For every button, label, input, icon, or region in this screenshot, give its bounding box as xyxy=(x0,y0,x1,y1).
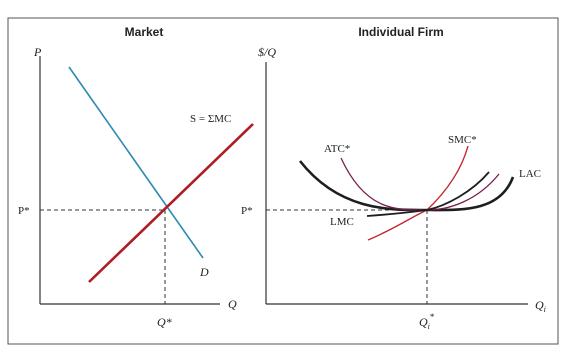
lmc-label: LMC xyxy=(330,216,354,228)
atc-label: ATC* xyxy=(324,143,350,155)
firm-title: Individual Firm xyxy=(358,25,443,39)
demand-curve xyxy=(68,66,204,259)
market-x-axis-label: Q xyxy=(228,297,237,311)
demand-label: D xyxy=(199,265,209,279)
market-title: Market xyxy=(125,25,164,39)
atc-curve xyxy=(340,157,500,211)
firm-price-label: P* xyxy=(241,205,253,217)
firm-x-axis-letter: Q xyxy=(535,298,544,312)
firm-x-axis-subscript: i xyxy=(544,305,546,314)
firm-panel: Individual Firm $/Q Qi P* ATC* SMC* LAC … xyxy=(241,25,546,331)
lmc-curve xyxy=(366,171,490,217)
firm-quantity-letter: Q xyxy=(419,315,428,329)
firm-y-axis-label: $/Q xyxy=(258,45,276,59)
supply-curve xyxy=(88,123,254,283)
market-price-label: P* xyxy=(18,205,30,217)
supply-label: S = ΣMC xyxy=(190,113,231,125)
market-panel: Market P Q S = ΣMC D P* Q* xyxy=(18,25,254,329)
firm-quantity-label: Qi* xyxy=(419,312,435,331)
figure-frame xyxy=(7,17,559,345)
smc-label: SMC* xyxy=(448,134,477,146)
market-quantity-label: Q* xyxy=(157,315,172,329)
firm-x-axis-label: Qi xyxy=(535,298,546,314)
lac-label: LAC xyxy=(519,168,541,180)
firm-quantity-subscript: i xyxy=(428,322,430,331)
smc-curve xyxy=(367,145,469,241)
lac-curve xyxy=(298,160,515,212)
market-y-axis-label: P xyxy=(33,45,42,59)
firm-quantity-superscript: * xyxy=(430,312,435,322)
